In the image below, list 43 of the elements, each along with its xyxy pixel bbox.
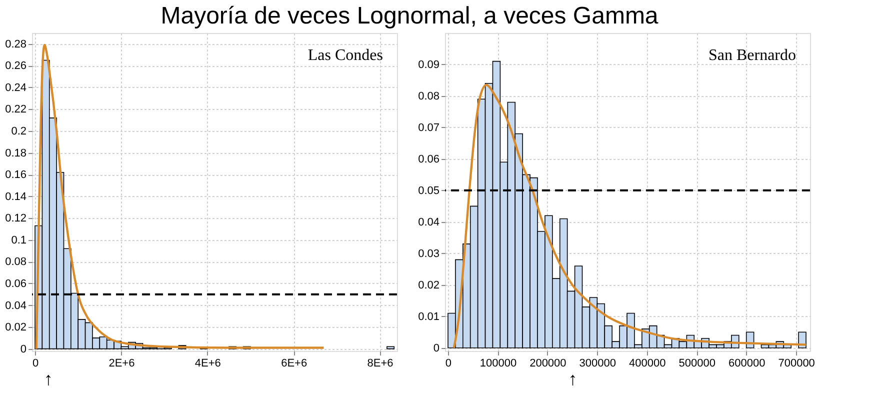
x-tick-label: 2E+6	[108, 358, 135, 370]
x-tick-label: 500000	[678, 358, 716, 370]
y-tick-label: 0.06	[5, 278, 26, 290]
x-tick-label: 0	[445, 358, 452, 370]
x-tick-label: 400000	[629, 358, 666, 370]
y-tick-label: 0.07	[418, 122, 440, 134]
x-tick-label: 0	[32, 358, 39, 370]
text: ↑	[568, 369, 578, 389]
y-tick-label: 0.1	[11, 234, 26, 246]
y-tick-label: 0.26	[5, 60, 26, 72]
y-tick-label: 0.03	[418, 248, 440, 260]
x-tick-label: 700000	[778, 358, 815, 370]
y-tick-label: 0.16	[5, 169, 26, 182]
y-tick-label: 0.05	[418, 184, 440, 197]
y-tick-label: 0.12	[5, 212, 26, 225]
y-tick-label: 0.06	[418, 153, 440, 166]
y-tick-label: 0.08	[418, 90, 440, 102]
annotation: San Bernardo	[708, 47, 796, 64]
chart-title: Mayoría de veces Lognormal, a veces Gamma	[160, 2, 659, 30]
x-tick-label: 6E+6	[281, 358, 308, 370]
y-tick-label: 0.02	[418, 279, 440, 292]
x-tick-label: 200000	[530, 358, 566, 370]
y-tick-label: 0.18	[5, 147, 26, 160]
y-tick-label: 0.24	[5, 82, 26, 94]
y-tick-label: 0.28	[5, 38, 26, 50]
y-tick-label: 0.08	[5, 256, 26, 268]
y-tick-label: 0.22	[5, 104, 26, 116]
x-tick-label: 8E+6	[367, 358, 394, 370]
text: ↑	[44, 369, 53, 389]
y-tick-label: 0	[20, 343, 26, 356]
y-tick-label: 0.04	[5, 300, 26, 312]
x-tick-label: 300000	[579, 358, 616, 370]
x-tick-label: 600000	[728, 358, 766, 370]
x-tick-label: 4E+6	[194, 358, 221, 370]
y-tick-label: 0.09	[418, 58, 440, 71]
y-tick-label: 0.04	[418, 216, 440, 228]
y-tick-label: 0	[433, 342, 440, 354]
y-tick-label: 0.02	[5, 322, 26, 334]
x-tick-label: 100000	[480, 358, 517, 370]
annotation: Las Condes	[308, 47, 383, 64]
y-tick-label: 0.2	[11, 126, 26, 138]
y-tick-label: 0.01	[418, 310, 440, 323]
y-tick-label: 0.14	[5, 190, 26, 203]
